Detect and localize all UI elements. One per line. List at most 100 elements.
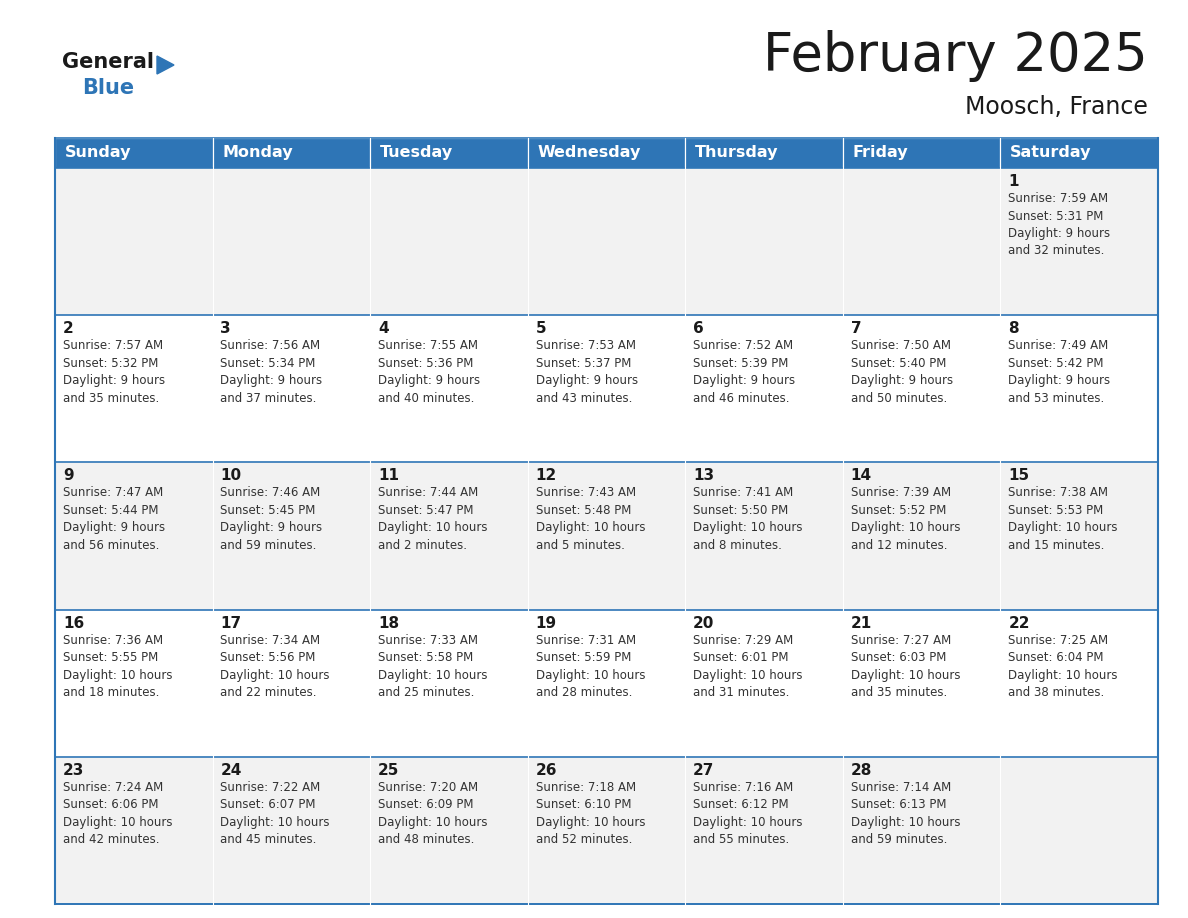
Bar (213, 610, 371, 756)
Text: 27: 27 (693, 763, 714, 778)
Text: 17: 17 (221, 616, 241, 631)
Bar (55, 315, 213, 463)
Bar (685, 168, 842, 315)
Bar (1000, 138, 1158, 168)
Text: 15: 15 (1009, 468, 1030, 484)
Text: Sunrise: 7:31 AM
Sunset: 5:59 PM
Daylight: 10 hours
and 28 minutes.: Sunrise: 7:31 AM Sunset: 5:59 PM Dayligh… (536, 633, 645, 700)
Bar (213, 138, 371, 168)
Bar (842, 610, 1000, 756)
Bar (842, 756, 1000, 904)
Bar (213, 756, 371, 904)
Text: Sunrise: 7:27 AM
Sunset: 6:03 PM
Daylight: 10 hours
and 35 minutes.: Sunrise: 7:27 AM Sunset: 6:03 PM Dayligh… (851, 633, 960, 700)
Bar (1000, 610, 1158, 756)
Bar (371, 138, 527, 168)
Bar (55, 463, 213, 610)
Text: Sunrise: 7:33 AM
Sunset: 5:58 PM
Daylight: 10 hours
and 25 minutes.: Sunrise: 7:33 AM Sunset: 5:58 PM Dayligh… (378, 633, 487, 700)
Text: Sunrise: 7:57 AM
Sunset: 5:32 PM
Daylight: 9 hours
and 35 minutes.: Sunrise: 7:57 AM Sunset: 5:32 PM Dayligh… (63, 339, 165, 405)
Bar (527, 610, 685, 756)
Bar (527, 315, 685, 463)
Text: 26: 26 (536, 763, 557, 778)
Text: 10: 10 (221, 468, 241, 484)
Text: 28: 28 (851, 763, 872, 778)
Bar (371, 610, 527, 756)
Bar (685, 315, 842, 463)
Text: Sunrise: 7:29 AM
Sunset: 6:01 PM
Daylight: 10 hours
and 31 minutes.: Sunrise: 7:29 AM Sunset: 6:01 PM Dayligh… (693, 633, 803, 700)
Bar (55, 138, 213, 168)
Text: Sunrise: 7:22 AM
Sunset: 6:07 PM
Daylight: 10 hours
and 45 minutes.: Sunrise: 7:22 AM Sunset: 6:07 PM Dayligh… (221, 781, 330, 846)
Text: Sunrise: 7:56 AM
Sunset: 5:34 PM
Daylight: 9 hours
and 37 minutes.: Sunrise: 7:56 AM Sunset: 5:34 PM Dayligh… (221, 339, 323, 405)
Text: General: General (62, 52, 154, 72)
Bar (527, 168, 685, 315)
Text: 7: 7 (851, 321, 861, 336)
Text: Sunrise: 7:49 AM
Sunset: 5:42 PM
Daylight: 9 hours
and 53 minutes.: Sunrise: 7:49 AM Sunset: 5:42 PM Dayligh… (1009, 339, 1111, 405)
Bar (371, 463, 527, 610)
Bar (685, 756, 842, 904)
Text: 9: 9 (63, 468, 74, 484)
Text: Sunrise: 7:36 AM
Sunset: 5:55 PM
Daylight: 10 hours
and 18 minutes.: Sunrise: 7:36 AM Sunset: 5:55 PM Dayligh… (63, 633, 172, 700)
Bar (685, 463, 842, 610)
Text: Sunrise: 7:53 AM
Sunset: 5:37 PM
Daylight: 9 hours
and 43 minutes.: Sunrise: 7:53 AM Sunset: 5:37 PM Dayligh… (536, 339, 638, 405)
Text: Sunrise: 7:50 AM
Sunset: 5:40 PM
Daylight: 9 hours
and 50 minutes.: Sunrise: 7:50 AM Sunset: 5:40 PM Dayligh… (851, 339, 953, 405)
Text: 1: 1 (1009, 174, 1019, 189)
Text: Saturday: Saturday (1010, 145, 1092, 161)
Bar (371, 315, 527, 463)
Text: 18: 18 (378, 616, 399, 631)
Text: Sunrise: 7:59 AM
Sunset: 5:31 PM
Daylight: 9 hours
and 32 minutes.: Sunrise: 7:59 AM Sunset: 5:31 PM Dayligh… (1009, 192, 1111, 258)
Text: Sunrise: 7:20 AM
Sunset: 6:09 PM
Daylight: 10 hours
and 48 minutes.: Sunrise: 7:20 AM Sunset: 6:09 PM Dayligh… (378, 781, 487, 846)
Text: 12: 12 (536, 468, 557, 484)
Bar (685, 138, 842, 168)
Text: Moosch, France: Moosch, France (965, 95, 1148, 119)
Bar (55, 168, 213, 315)
Text: 5: 5 (536, 321, 546, 336)
Bar (55, 610, 213, 756)
Bar (527, 138, 685, 168)
Text: Sunrise: 7:44 AM
Sunset: 5:47 PM
Daylight: 10 hours
and 2 minutes.: Sunrise: 7:44 AM Sunset: 5:47 PM Dayligh… (378, 487, 487, 552)
Text: 13: 13 (693, 468, 714, 484)
Bar (1000, 463, 1158, 610)
Text: Monday: Monday (222, 145, 292, 161)
Text: 19: 19 (536, 616, 557, 631)
Text: Thursday: Thursday (695, 145, 778, 161)
Text: Sunrise: 7:43 AM
Sunset: 5:48 PM
Daylight: 10 hours
and 5 minutes.: Sunrise: 7:43 AM Sunset: 5:48 PM Dayligh… (536, 487, 645, 552)
Bar (55, 756, 213, 904)
Text: 4: 4 (378, 321, 388, 336)
Text: Friday: Friday (852, 145, 908, 161)
Text: Sunrise: 7:34 AM
Sunset: 5:56 PM
Daylight: 10 hours
and 22 minutes.: Sunrise: 7:34 AM Sunset: 5:56 PM Dayligh… (221, 633, 330, 700)
Bar (371, 756, 527, 904)
Bar (213, 463, 371, 610)
Text: 25: 25 (378, 763, 399, 778)
Bar (1000, 315, 1158, 463)
Text: 11: 11 (378, 468, 399, 484)
Text: Wednesday: Wednesday (537, 145, 640, 161)
Text: Sunrise: 7:16 AM
Sunset: 6:12 PM
Daylight: 10 hours
and 55 minutes.: Sunrise: 7:16 AM Sunset: 6:12 PM Dayligh… (693, 781, 803, 846)
Bar (213, 315, 371, 463)
Bar (842, 138, 1000, 168)
Text: Sunrise: 7:41 AM
Sunset: 5:50 PM
Daylight: 10 hours
and 8 minutes.: Sunrise: 7:41 AM Sunset: 5:50 PM Dayligh… (693, 487, 803, 552)
Text: 21: 21 (851, 616, 872, 631)
Text: Sunrise: 7:52 AM
Sunset: 5:39 PM
Daylight: 9 hours
and 46 minutes.: Sunrise: 7:52 AM Sunset: 5:39 PM Dayligh… (693, 339, 795, 405)
Bar (371, 168, 527, 315)
Bar (842, 168, 1000, 315)
Text: Sunrise: 7:18 AM
Sunset: 6:10 PM
Daylight: 10 hours
and 52 minutes.: Sunrise: 7:18 AM Sunset: 6:10 PM Dayligh… (536, 781, 645, 846)
Text: 14: 14 (851, 468, 872, 484)
Text: 8: 8 (1009, 321, 1019, 336)
Bar (1000, 756, 1158, 904)
Text: Blue: Blue (82, 78, 134, 98)
Bar (1000, 168, 1158, 315)
Text: 23: 23 (63, 763, 84, 778)
Text: Sunrise: 7:55 AM
Sunset: 5:36 PM
Daylight: 9 hours
and 40 minutes.: Sunrise: 7:55 AM Sunset: 5:36 PM Dayligh… (378, 339, 480, 405)
Text: Sunday: Sunday (64, 145, 131, 161)
Text: 2: 2 (63, 321, 74, 336)
Text: Sunrise: 7:38 AM
Sunset: 5:53 PM
Daylight: 10 hours
and 15 minutes.: Sunrise: 7:38 AM Sunset: 5:53 PM Dayligh… (1009, 487, 1118, 552)
Text: 3: 3 (221, 321, 232, 336)
Bar (842, 315, 1000, 463)
Text: 20: 20 (693, 616, 714, 631)
Polygon shape (157, 56, 173, 74)
Text: Tuesday: Tuesday (380, 145, 453, 161)
Bar (842, 463, 1000, 610)
Text: 24: 24 (221, 763, 242, 778)
Bar (213, 168, 371, 315)
Text: Sunrise: 7:39 AM
Sunset: 5:52 PM
Daylight: 10 hours
and 12 minutes.: Sunrise: 7:39 AM Sunset: 5:52 PM Dayligh… (851, 487, 960, 552)
Text: Sunrise: 7:25 AM
Sunset: 6:04 PM
Daylight: 10 hours
and 38 minutes.: Sunrise: 7:25 AM Sunset: 6:04 PM Dayligh… (1009, 633, 1118, 700)
Bar (527, 756, 685, 904)
